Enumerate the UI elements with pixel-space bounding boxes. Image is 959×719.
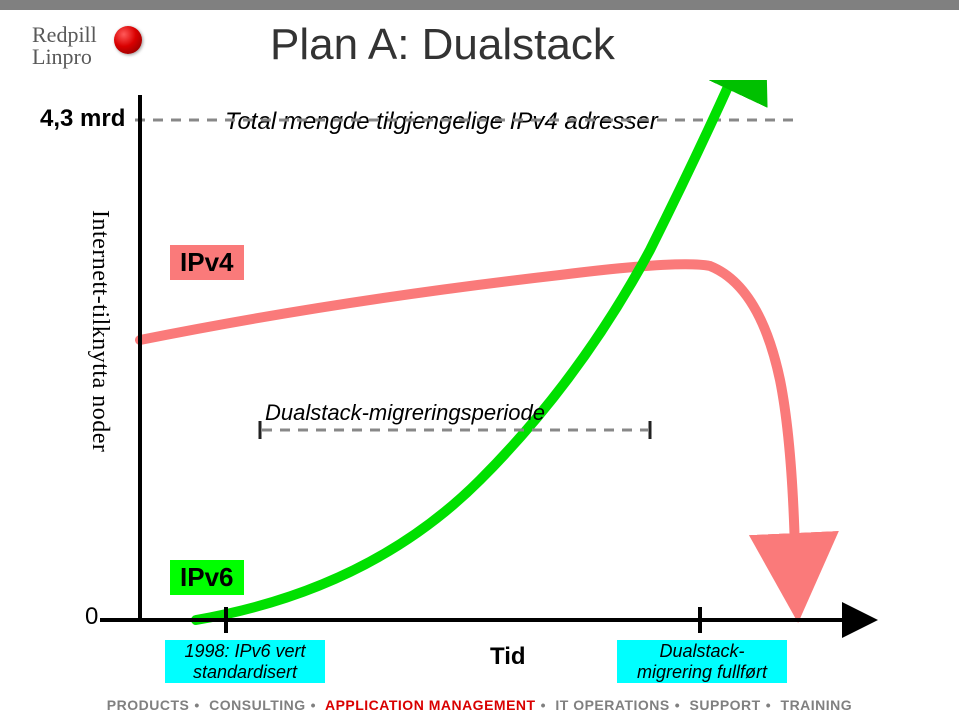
top-grey-bar	[0, 0, 959, 10]
ipv4-series-label: IPv4	[170, 245, 244, 280]
ipv6-series-label: IPv6	[170, 560, 244, 595]
footer-dot-icon: •	[766, 697, 771, 713]
slide-title: Plan A: Dualstack	[270, 20, 615, 70]
ipv6-curve	[196, 80, 740, 620]
footer-dot-icon: •	[541, 697, 546, 713]
footer: PRODUCTS• CONSULTING• APPLICATION MANAGE…	[0, 697, 959, 713]
ipv4-arrowhead	[794, 535, 796, 578]
footer-item-4: SUPPORT	[690, 697, 761, 713]
footer-item-1: CONSULTING	[209, 697, 306, 713]
logo: Redpill Linpro	[32, 22, 212, 82]
slide: Redpill Linpro Plan A: Dualstack 4,3 mrd…	[0, 0, 959, 719]
migration-period-label: Dualstack-migreringsperiode	[265, 400, 545, 426]
footer-dot-icon: •	[675, 697, 680, 713]
logo-sphere-icon	[114, 26, 142, 54]
ipv6-arrowhead	[730, 80, 746, 82]
x-annotation-1998: 1998: IPv6 vert standardisert	[165, 640, 325, 683]
footer-item-5: TRAINING	[781, 697, 853, 713]
footer-item-0: PRODUCTS	[107, 697, 190, 713]
y-axis-zero-label: 0	[85, 603, 98, 631]
footer-item-2: APPLICATION MANAGEMENT	[325, 697, 536, 713]
x-annotation-complete: Dualstack-migrering fullført	[617, 640, 787, 683]
x-axis-label: Tid	[490, 643, 526, 671]
footer-item-3: IT OPERATIONS	[555, 697, 669, 713]
footer-dot-icon: •	[311, 697, 316, 713]
footer-dot-icon: •	[194, 697, 199, 713]
